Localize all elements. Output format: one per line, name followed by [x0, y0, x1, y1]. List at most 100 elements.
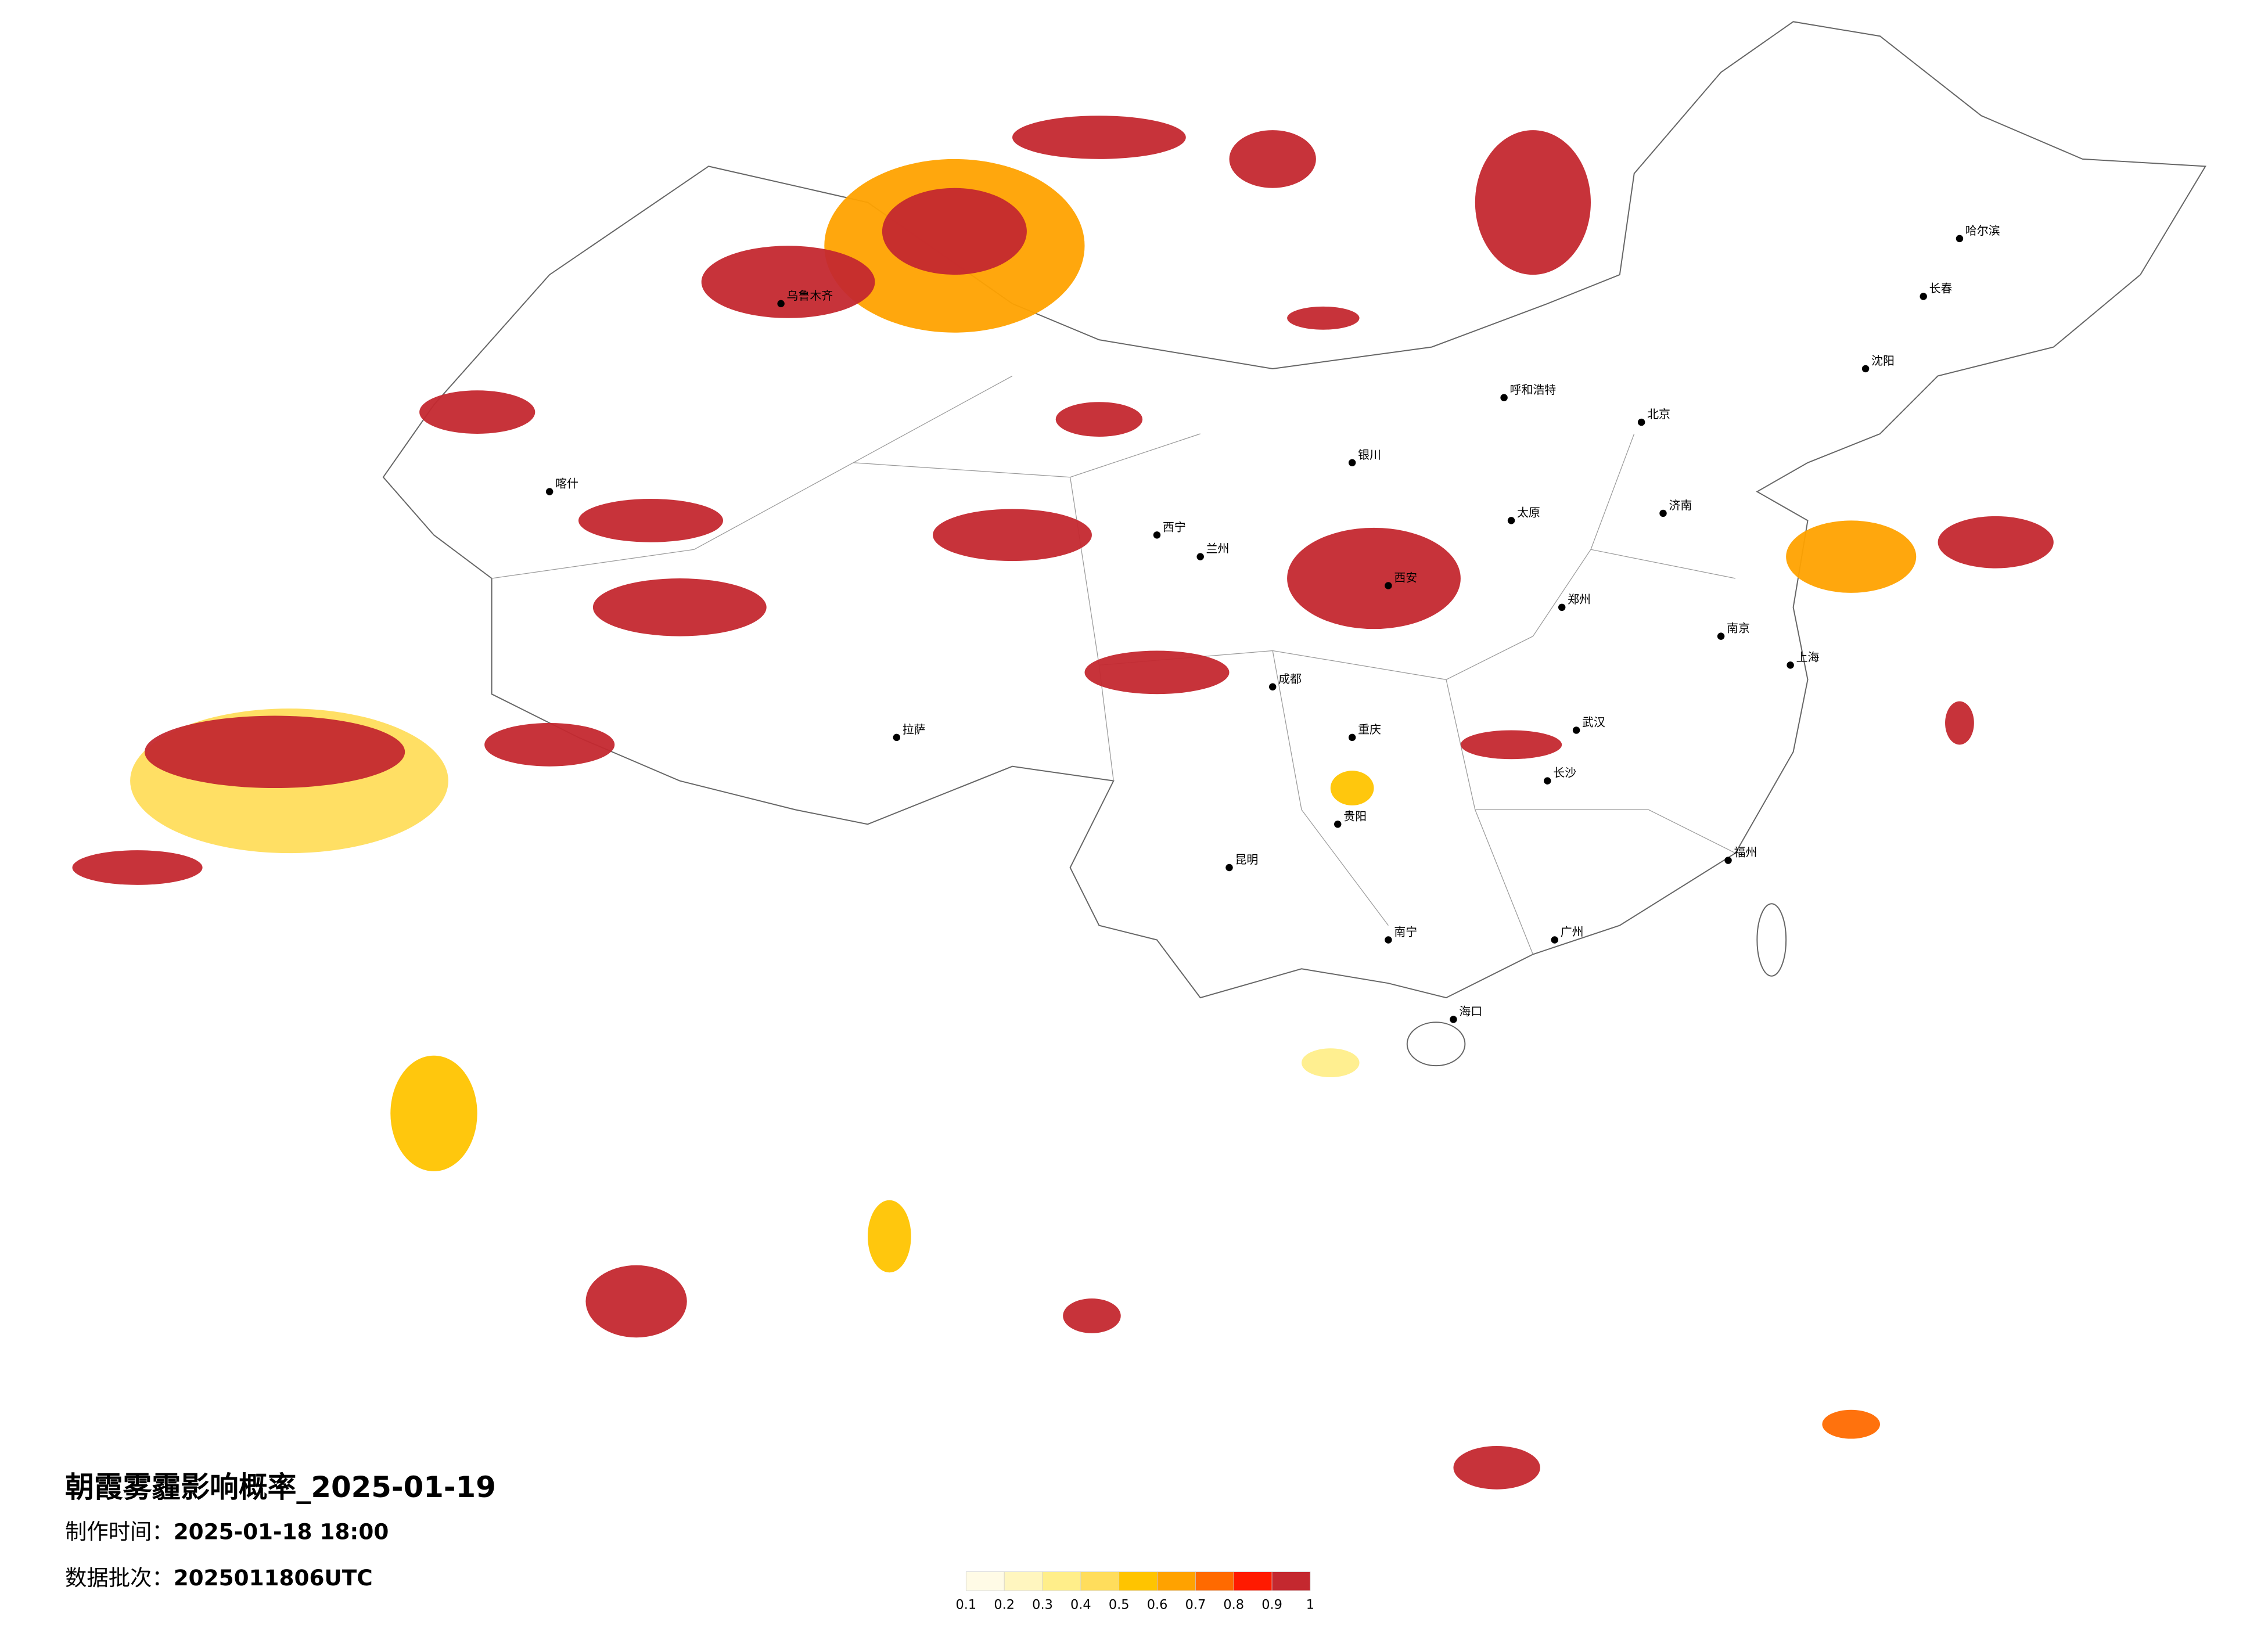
city-label: 昆明 — [1235, 853, 1258, 866]
legend-label: 0.5 — [1109, 1597, 1130, 1612]
city-dot — [545, 488, 553, 495]
city-label: 成都 — [1278, 672, 1302, 686]
city-dot — [1334, 821, 1342, 828]
probability-patch — [1453, 1446, 1540, 1490]
city-label: 上海 — [1796, 650, 1820, 664]
city-label: 哈尔滨 — [1965, 224, 2000, 238]
map-title: 朝霞雾霾影响概率_2025-01-19 — [65, 1470, 496, 1504]
probability-patch — [1330, 771, 1374, 805]
legend-label: 0.4 — [1070, 1597, 1091, 1612]
city-label: 郑州 — [1568, 593, 1591, 606]
city-label: 南宁 — [1394, 926, 1417, 939]
city-label: 广州 — [1561, 926, 1584, 939]
city-dot — [1572, 726, 1580, 734]
country-outline — [382, 21, 2206, 999]
city-dot — [1385, 936, 1392, 944]
probability-patch — [1287, 527, 1461, 629]
legend-swatch — [965, 1571, 1005, 1591]
legend-label: 0.1 — [955, 1597, 976, 1612]
probability-patch — [578, 499, 723, 542]
city-dot — [777, 300, 785, 308]
probability-patch — [1084, 650, 1230, 695]
city-label: 北京 — [1647, 408, 1670, 421]
city-label: 西安 — [1394, 571, 1417, 585]
probability-patch — [1302, 1048, 1360, 1078]
city-dot — [1385, 582, 1392, 589]
batch: 数据批次：2025011806UTC — [65, 1565, 373, 1591]
batch-value: 2025011806UTC — [174, 1565, 373, 1591]
probability-patch — [1055, 402, 1143, 437]
legend-label: 0.2 — [994, 1597, 1015, 1612]
probability-patch — [1822, 1409, 1880, 1439]
production-time-value: 2025-01-18 18:00 — [174, 1519, 389, 1544]
probability-patch — [72, 850, 203, 885]
city-label: 喀什 — [555, 477, 578, 491]
probability-patch — [701, 246, 875, 318]
city-label: 银川 — [1358, 448, 1381, 462]
city-dot — [1724, 857, 1732, 864]
legend-label: 0.9 — [1261, 1597, 1282, 1612]
city-label: 南京 — [1727, 622, 1750, 635]
probability-patch — [1475, 130, 1591, 275]
probability-patch — [484, 723, 615, 767]
probability-patch — [1938, 516, 2054, 569]
city-label: 西宁 — [1163, 520, 1186, 534]
probability-patch — [1287, 306, 1360, 330]
probability-patch — [419, 390, 535, 434]
city-label: 长沙 — [1553, 767, 1576, 780]
city-dot — [1348, 459, 1356, 467]
city-dot — [1558, 603, 1566, 611]
city-label: 重庆 — [1358, 723, 1381, 736]
city-dot — [1551, 936, 1558, 944]
legend-label: 1 — [1306, 1597, 1314, 1612]
city-dot — [1268, 683, 1277, 690]
legend-label: 0.8 — [1223, 1597, 1244, 1612]
city-dot — [1500, 394, 1508, 401]
probability-patch — [1012, 116, 1186, 159]
city-dot — [1196, 553, 1204, 560]
city-dot — [1450, 1016, 1457, 1023]
legend-swatch — [1271, 1571, 1311, 1591]
taiwan-outline — [1756, 903, 1787, 977]
batch-label: 数据批次： — [65, 1565, 174, 1591]
probability-patch — [1229, 130, 1316, 188]
city-label: 拉萨 — [903, 723, 926, 736]
city-label: 福州 — [1734, 846, 1757, 859]
city-label: 乌鲁木齐 — [787, 289, 833, 303]
city-dot — [1920, 293, 1927, 300]
city-label: 武汉 — [1582, 715, 1605, 729]
city-dot — [1637, 418, 1645, 426]
city-dot — [1507, 517, 1515, 524]
city-label: 沈阳 — [1871, 354, 1895, 368]
city-dot — [1861, 365, 1870, 373]
probability-patch — [1460, 730, 1562, 760]
city-label: 长春 — [1929, 282, 1953, 296]
city-label: 兰州 — [1206, 542, 1230, 556]
city-dot — [1956, 235, 1964, 243]
legend: 0.1 0.2 0.3 0.4 0.5 0.6 0.7 0.8 0.9 1 — [955, 1571, 1314, 1612]
legend-swatch — [1004, 1571, 1043, 1591]
probability-field — [72, 116, 2054, 1490]
legend-swatch — [1233, 1571, 1273, 1591]
city-dot — [1544, 777, 1551, 785]
city-dot — [1225, 864, 1233, 872]
legend-swatch — [1157, 1571, 1196, 1591]
production-time: 制作时间：2025-01-18 18:00 — [65, 1519, 389, 1544]
legend-swatch — [1195, 1571, 1234, 1591]
legend-swatch — [1042, 1571, 1081, 1591]
probability-patch — [390, 1055, 477, 1171]
probability-patch — [1063, 1298, 1121, 1333]
city-dot — [1153, 531, 1161, 539]
city-label: 济南 — [1669, 499, 1692, 512]
hainan-outline — [1406, 1021, 1466, 1067]
production-time-label: 制作时间： — [65, 1519, 174, 1544]
city-dot — [1717, 632, 1725, 640]
city-label: 海口 — [1459, 1005, 1482, 1019]
legend-label: 0.3 — [1032, 1597, 1053, 1612]
city-label: 呼和浩特 — [1510, 383, 1557, 397]
legend-label: 0.7 — [1185, 1597, 1206, 1612]
